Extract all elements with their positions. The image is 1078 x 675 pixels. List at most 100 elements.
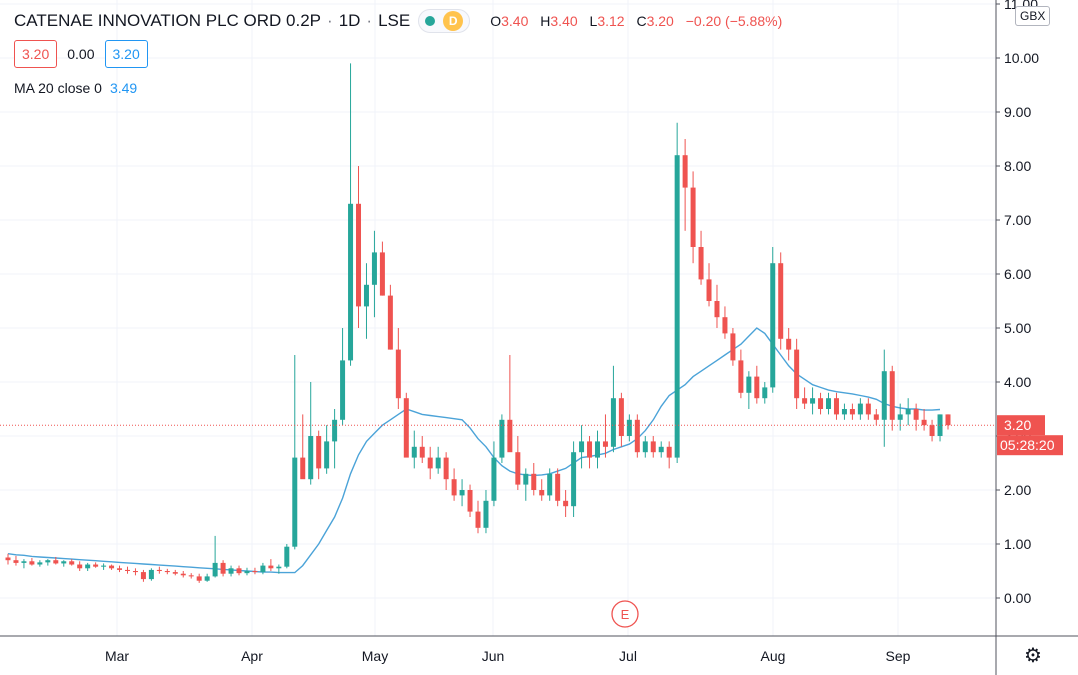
candle-body bbox=[5, 557, 11, 561]
candle bbox=[658, 441, 664, 458]
candles-layer bbox=[5, 63, 951, 583]
candle bbox=[523, 468, 529, 501]
ma-line-layer bbox=[7, 327, 941, 574]
candle bbox=[706, 263, 712, 307]
candle bbox=[180, 571, 186, 578]
candle-body bbox=[594, 441, 600, 458]
candle-body bbox=[467, 490, 473, 512]
candle bbox=[443, 452, 449, 490]
candle bbox=[754, 365, 760, 404]
candle-body bbox=[332, 419, 338, 442]
candle-body bbox=[714, 301, 720, 318]
candle-body bbox=[21, 561, 27, 563]
candle-body bbox=[37, 562, 43, 565]
candle bbox=[109, 564, 115, 570]
candle bbox=[244, 567, 250, 576]
candle bbox=[889, 365, 895, 431]
candle-body bbox=[156, 569, 162, 571]
candle-body bbox=[132, 571, 138, 573]
candle-body bbox=[810, 398, 816, 404]
candle bbox=[45, 559, 51, 566]
candle-body bbox=[109, 565, 115, 569]
candle bbox=[268, 559, 274, 571]
close-value: 3.20 bbox=[646, 13, 674, 29]
candle-body bbox=[929, 425, 935, 436]
candle bbox=[921, 409, 927, 431]
candle bbox=[794, 338, 800, 409]
candle-body bbox=[937, 414, 943, 436]
candle bbox=[515, 436, 521, 490]
candle bbox=[547, 468, 553, 501]
candle-body bbox=[642, 441, 648, 453]
separator-dot: · bbox=[366, 11, 373, 30]
candle-body bbox=[507, 419, 513, 453]
candle bbox=[865, 398, 871, 420]
candle bbox=[260, 562, 266, 575]
candle bbox=[849, 403, 855, 420]
candle bbox=[642, 436, 648, 458]
candle-body bbox=[746, 376, 752, 393]
candle bbox=[674, 122, 680, 463]
candle bbox=[411, 430, 417, 469]
separator-dot: · bbox=[327, 11, 333, 30]
ohlc-values: O3.40 H3.40 L3.12 C3.20 −0.20 (−5.88%) bbox=[490, 13, 790, 29]
sell-button[interactable]: 3.20 bbox=[14, 40, 58, 68]
candle-body bbox=[626, 419, 632, 436]
candle-body bbox=[300, 457, 306, 480]
high-value: 3.40 bbox=[550, 13, 578, 29]
earnings-marker-label: E bbox=[621, 607, 630, 622]
earnings-marker[interactable]: E bbox=[611, 600, 639, 628]
symbol-name: CATENAE INNOVATION PLC ORD 0.2P bbox=[14, 11, 322, 30]
candle-body bbox=[873, 414, 879, 420]
candle bbox=[340, 328, 346, 426]
ma-legend[interactable]: MA 20 close 0 3.49 bbox=[14, 80, 137, 96]
candle bbox=[913, 403, 919, 431]
candle-body bbox=[618, 398, 624, 436]
candle-body bbox=[220, 562, 226, 574]
candle-body bbox=[284, 546, 290, 567]
candle-body bbox=[395, 349, 401, 399]
symbol-legend[interactable]: CATENAE INNOVATION PLC ORD 0.2P · 1D · L… bbox=[14, 9, 790, 33]
candle bbox=[499, 414, 505, 463]
candle bbox=[563, 490, 569, 517]
buy-button[interactable]: 3.20 bbox=[104, 40, 148, 68]
candle bbox=[881, 349, 887, 447]
countdown-tag bbox=[997, 435, 1063, 456]
candle bbox=[810, 387, 816, 415]
candle bbox=[101, 563, 107, 570]
candle bbox=[140, 569, 146, 582]
candle-body bbox=[706, 279, 712, 301]
close-key: C bbox=[636, 13, 647, 29]
candle-body bbox=[276, 566, 282, 569]
candle-body bbox=[244, 571, 250, 574]
candle-body bbox=[666, 446, 672, 458]
candle-body bbox=[324, 441, 330, 469]
x-tick-label: Jul bbox=[619, 648, 637, 664]
gear-icon[interactable]: ⚙ bbox=[1024, 645, 1042, 667]
y-tick-label: 7.00 bbox=[1004, 212, 1031, 228]
candle bbox=[204, 573, 210, 582]
candle-body bbox=[610, 398, 616, 447]
candle bbox=[650, 436, 656, 458]
currency-button[interactable]: GBX bbox=[1015, 6, 1051, 26]
candle bbox=[937, 414, 943, 442]
x-tick-label: Apr bbox=[241, 648, 263, 664]
x-tick-label: Mar bbox=[105, 648, 129, 664]
candle-body bbox=[172, 572, 178, 574]
candle bbox=[587, 436, 593, 469]
y-tick-label: 6.00 bbox=[1004, 266, 1031, 282]
candle-body bbox=[459, 490, 465, 496]
candle bbox=[188, 573, 194, 579]
candle bbox=[93, 562, 99, 568]
candle-body bbox=[722, 317, 728, 334]
candle bbox=[730, 328, 736, 366]
high-key: H bbox=[540, 13, 551, 29]
market-status-icon bbox=[425, 16, 436, 26]
candle bbox=[61, 560, 67, 567]
market-status-badge[interactable]: D bbox=[418, 9, 471, 33]
candle-body bbox=[93, 564, 99, 567]
last-price-label: 3.20 bbox=[1004, 417, 1031, 433]
candle-body bbox=[881, 371, 887, 420]
